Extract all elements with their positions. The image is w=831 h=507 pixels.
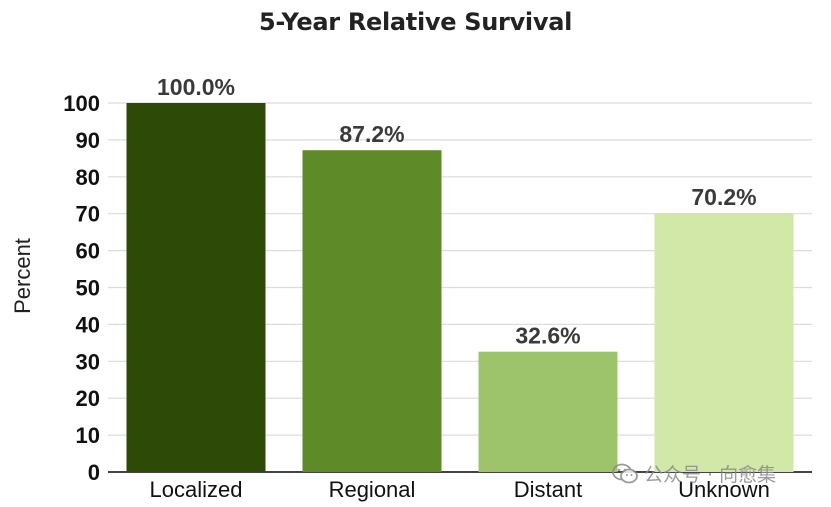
data-label: 100.0% (157, 74, 235, 100)
bar-distant (478, 351, 618, 472)
bars (126, 103, 794, 472)
y-tick-label: 10 (76, 423, 100, 448)
data-label: 87.2% (339, 121, 404, 147)
x-tick-label: Distant (514, 477, 582, 502)
data-label: 70.2% (691, 184, 756, 210)
y-tick-label: 20 (76, 386, 100, 411)
y-tick-label: 70 (76, 202, 100, 227)
chart-title: 5-Year Relative Survival (258, 8, 573, 36)
data-label: 32.6% (515, 323, 580, 349)
y-tick-label: 80 (76, 165, 100, 190)
x-tick-label: Regional (329, 477, 416, 502)
bar-unknown (654, 212, 794, 472)
y-tick-label: 50 (76, 276, 100, 301)
watermark-text: 公众号 · 向愈集 (644, 464, 777, 486)
x-axis: Localized Regional Distant Unknown (150, 477, 770, 502)
bar-regional (302, 150, 442, 472)
watermark: 公众号 · 向愈集 (612, 460, 776, 487)
y-tick-label: 90 (76, 128, 100, 153)
bar-localized (126, 103, 266, 472)
y-tick-label: 0 (88, 460, 100, 485)
data-labels: 100.0% 87.2% 32.6% 70.2% (157, 74, 757, 349)
y-tick-label: 60 (76, 239, 100, 264)
y-tick-label: 100 (63, 91, 100, 116)
y-tick-label: 40 (76, 312, 100, 337)
x-tick-label: Localized (150, 477, 243, 502)
x-tick-label: Unknown (678, 477, 770, 502)
y-axis-label: Percent (10, 238, 35, 314)
y-tick-label: 30 (76, 349, 100, 374)
wechat-icon (612, 463, 638, 483)
